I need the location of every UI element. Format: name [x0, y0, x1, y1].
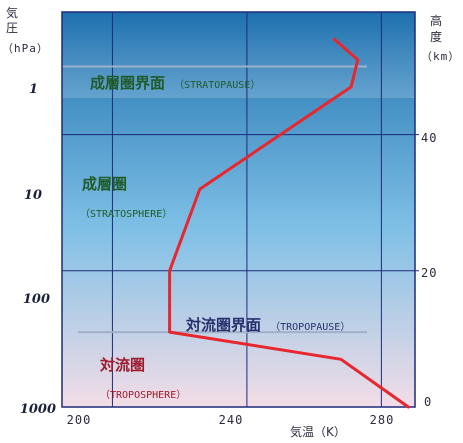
left-axis-unit: （hPa） — [2, 42, 49, 55]
pressure-tick-1000: 1000 — [20, 402, 56, 417]
pressure-tick-100: 100 — [23, 292, 50, 307]
temperature-tick-240: 240 — [219, 413, 244, 427]
temperature-tick-200: 200 — [67, 413, 92, 427]
left-axis-title-char-1: 気 — [6, 5, 18, 20]
upper-sky-band — [62, 12, 415, 98]
altitude-tick-0: 0 — [424, 395, 432, 409]
tropopause-label-en: （TROPOPAUSE） — [270, 321, 350, 333]
temperature-profile-line — [168, 37, 410, 409]
stratopause-label-jp: 成層圏界面 — [90, 74, 165, 92]
troposphere-label-jp: 対流圏 — [99, 356, 145, 374]
right-axis-title-char-2: 度 — [430, 29, 442, 44]
stratosphere-label-jp: 成層圏 — [82, 175, 127, 193]
left-axis-title-char-2: 圧 — [6, 21, 18, 35]
altitude-tick-40: 40 — [421, 131, 437, 145]
right-axis-title-char-1: 高 — [430, 13, 442, 28]
grid-lines — [62, 12, 419, 407]
boundary-lines — [62, 65, 367, 334]
stratopause-label-en: （STRATOPAUSE） — [174, 79, 260, 91]
x-axis-title: 気温（K） — [290, 424, 346, 439]
stratopause-label: 成層圏界面 （STRATOPAUSE） — [90, 73, 260, 92]
tropopause-label: 対流圏界面 （TROPOPAUSE） — [185, 315, 350, 334]
tropopause-label-jp: 対流圏界面 — [185, 316, 261, 334]
plot-frame — [61, 11, 416, 408]
temperature-tick-280: 280 — [370, 413, 395, 427]
pressure-tick-10: 10 — [24, 188, 42, 203]
stratosphere-label-en: （STRATOSPHERE） — [80, 208, 172, 220]
pressure-tick-1: 1 — [29, 82, 38, 97]
altitude-tick-20: 20 — [421, 266, 437, 280]
troposphere-label-en: （TROPOSPHERE） — [100, 389, 186, 401]
right-axis-unit: （km） — [421, 50, 460, 63]
